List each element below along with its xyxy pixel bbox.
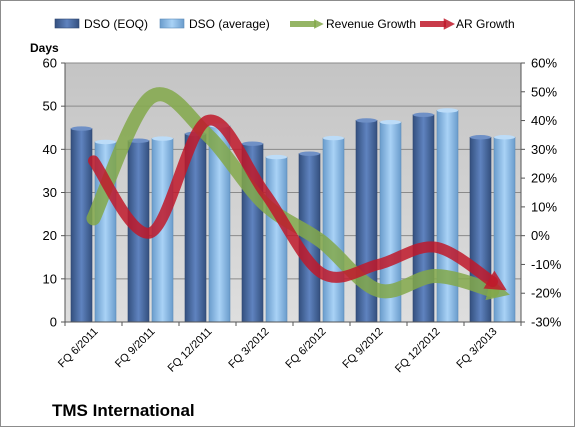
legend-swatch-dso-average — [159, 18, 185, 29]
y-tick-label: 40 — [43, 142, 57, 157]
point-ar-growth-4 — [321, 273, 322, 274]
bar-cap-dso-eoq-4 — [299, 151, 320, 156]
point-revenue-growth-3 — [264, 204, 265, 205]
point-ar-growth-6 — [435, 247, 436, 248]
bar-dso-eoq-6 — [412, 114, 435, 323]
y2-tick-label: -20% — [531, 286, 562, 301]
bar-cap-dso-average-6 — [437, 108, 458, 113]
y2-tick-label: 60% — [531, 56, 557, 71]
legend: DSO (EOQ) DSO (average) Revenue Growth AR G… — [54, 17, 515, 31]
point-revenue-growth-0 — [93, 218, 94, 219]
bar-cap-dso-average-1 — [152, 136, 173, 141]
bar-dso-eoq-0 — [70, 128, 93, 323]
point-revenue-growth-6 — [435, 275, 436, 276]
legend-label-dso-average: DSO (average) — [189, 17, 270, 31]
bar-cap-dso-average-0 — [95, 139, 116, 145]
bar-cap-dso-average-3 — [266, 154, 287, 160]
bar-cap-dso-eoq-0 — [71, 126, 92, 131]
y2-tick-label: 30% — [531, 142, 557, 157]
chart-title: TMS International — [52, 401, 195, 420]
bar-cap-dso-eoq-3 — [242, 141, 263, 146]
y-tick-label: 0 — [50, 315, 57, 330]
y-tick-label: 50 — [43, 99, 57, 114]
bar-cap-dso-eoq-6 — [413, 112, 434, 118]
point-ar-growth-1 — [150, 232, 151, 233]
point-revenue-growth-4 — [321, 241, 322, 242]
bar-dso-average-6 — [436, 110, 459, 323]
point-ar-growth-3 — [264, 192, 265, 193]
y2-tick-label: 40% — [531, 113, 557, 128]
y2-tick-label: -10% — [531, 257, 562, 272]
growth-lines — [86, 87, 510, 301]
legend-swatch-dso-eoq — [54, 18, 80, 29]
y2-tick-label: -30% — [531, 315, 562, 330]
y2-tick-label: 0% — [531, 228, 550, 243]
legend-label-ar-growth: AR Growth — [456, 17, 515, 31]
point-revenue-growth-2 — [207, 134, 208, 135]
bar-cap-dso-average-7 — [494, 135, 515, 140]
y-tick-label: 60 — [43, 56, 57, 71]
y-tick-label: 20 — [43, 228, 57, 243]
bar-dso-average-3 — [265, 156, 288, 323]
y-tick-label: 30 — [43, 185, 57, 200]
y2-tick-label: 50% — [531, 84, 557, 99]
point-ar-growth-7 — [492, 281, 493, 282]
bar-cap-dso-eoq-5 — [356, 118, 377, 123]
bar-cap-dso-eoq-7 — [470, 135, 491, 140]
bar-cap-dso-average-4 — [323, 135, 344, 141]
point-revenue-growth-5 — [378, 290, 379, 291]
y2-tick-label: 20% — [531, 171, 557, 186]
point-ar-growth-0 — [93, 160, 94, 161]
line-ar-growth — [88, 114, 507, 291]
point-ar-growth-2 — [207, 120, 208, 121]
bar-cap-dso-eoq-1 — [128, 138, 149, 143]
bar-cap-dso-average-5 — [380, 119, 401, 125]
y-tick-label: 10 — [43, 271, 57, 286]
y-axis-label: Days — [30, 41, 59, 55]
point-ar-growth-5 — [378, 264, 379, 265]
point-revenue-growth-7 — [492, 290, 493, 291]
y2-tick-label: 10% — [531, 199, 557, 214]
bar-dso-average-4 — [322, 137, 345, 323]
point-revenue-growth-1 — [150, 97, 151, 98]
legend-label-dso-eoq: DSO (EOQ) — [84, 17, 148, 31]
legend-label-revenue-growth: Revenue Growth — [326, 17, 416, 31]
